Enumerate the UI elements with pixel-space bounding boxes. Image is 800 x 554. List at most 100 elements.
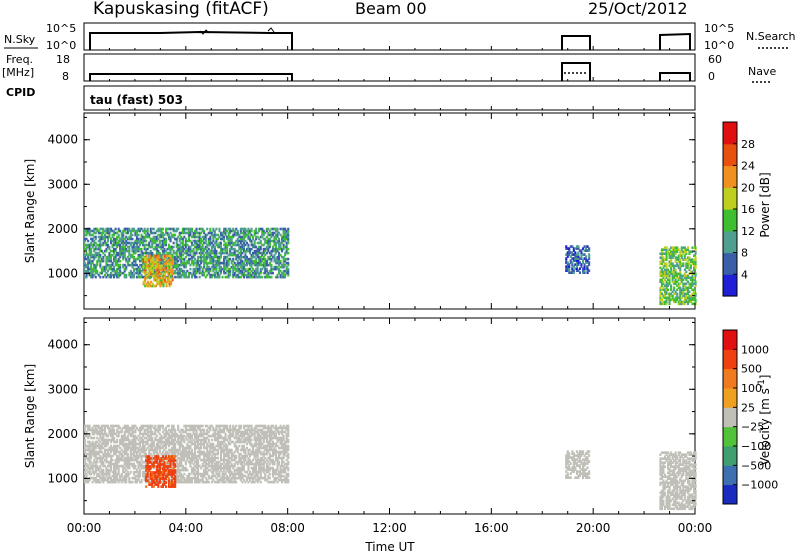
echo-cell — [239, 478, 242, 482]
echo-cell — [126, 424, 129, 428]
echo-cell — [140, 265, 143, 269]
echo-cell — [172, 227, 175, 231]
echo-cell — [236, 460, 239, 464]
velocity-echo-layer — [84, 424, 697, 511]
echo-cell — [134, 474, 137, 478]
echo-cell — [284, 275, 287, 279]
echo-cell — [685, 300, 688, 304]
echo-cell — [210, 466, 213, 470]
echo-cell — [206, 444, 209, 448]
echo-cell — [686, 260, 689, 263]
echo-cell — [113, 237, 116, 241]
echo-cell — [255, 229, 258, 233]
echo-cell — [285, 229, 288, 233]
echo-cell — [87, 436, 90, 440]
echo-cell — [212, 265, 215, 269]
echo-cell — [163, 254, 166, 258]
echo-cell — [262, 243, 265, 247]
echo-cell — [206, 265, 209, 269]
echo-cell — [139, 253, 142, 257]
echo-cell — [143, 440, 146, 444]
echo-cell — [88, 426, 91, 430]
echo-cell — [96, 440, 99, 444]
echo-cell — [190, 452, 193, 456]
echo-cell — [117, 265, 120, 269]
echo-cell — [99, 275, 102, 279]
echo-cell — [256, 271, 259, 275]
echo-cell — [143, 470, 146, 474]
echo-cell — [192, 424, 195, 428]
echo-cell — [236, 275, 239, 279]
echo-cell — [259, 235, 262, 239]
echo-cell — [232, 263, 235, 267]
nsky-panel — [83, 22, 696, 51]
echo-cell — [204, 424, 207, 428]
echo-cell — [135, 480, 138, 484]
echo-cell — [155, 452, 158, 456]
echo-cell — [91, 261, 94, 265]
echo-cell — [242, 468, 245, 472]
echo-cell — [151, 253, 154, 257]
echo-cell — [171, 262, 174, 266]
echo-cell — [209, 275, 212, 279]
echo-cell — [227, 269, 230, 273]
echo-cell — [148, 450, 151, 454]
echo-cell — [249, 275, 252, 279]
echo-cell — [158, 438, 161, 442]
echo-cell — [148, 474, 151, 478]
echo-cell — [245, 229, 248, 233]
echo-cell — [183, 480, 186, 484]
echo-cell — [693, 292, 696, 296]
echo-cell — [233, 478, 236, 482]
echo-cell — [175, 434, 178, 438]
echo-cell — [105, 454, 108, 458]
echo-cell — [660, 274, 663, 278]
echo-cell — [200, 271, 203, 275]
echo-cell — [212, 263, 215, 267]
echo-cell — [114, 464, 117, 468]
echo-cell — [158, 440, 161, 444]
echo-cell — [204, 460, 207, 464]
echo-cell — [90, 255, 93, 259]
echo-cell — [88, 247, 91, 251]
echo-cell — [588, 249, 591, 252]
echo-cell — [153, 274, 156, 278]
echo-cell — [259, 239, 262, 243]
echo-cell — [161, 440, 164, 444]
echo-cell — [285, 241, 288, 245]
echo-cell — [106, 470, 109, 474]
echo-cell — [168, 438, 171, 442]
echo-cell — [153, 260, 156, 264]
echo-cell — [174, 259, 177, 263]
echo-cell — [103, 269, 106, 273]
echo-cell — [660, 288, 663, 292]
echo-cell — [146, 231, 149, 235]
echo-cell — [147, 284, 150, 288]
echo-cell — [239, 456, 242, 460]
echo-cell — [242, 446, 245, 450]
echo-cell — [210, 273, 213, 277]
echo-cell — [285, 231, 288, 235]
echo-cell — [274, 227, 277, 231]
echo-cell — [660, 278, 663, 282]
echo-cell — [131, 275, 134, 279]
echo-cell — [577, 253, 580, 256]
echo-cell — [232, 424, 235, 428]
echo-cell — [145, 456, 148, 460]
echo-cell — [693, 268, 696, 272]
echo-cell — [132, 245, 135, 249]
echo-cell — [679, 302, 682, 306]
echo-cell — [221, 436, 224, 440]
echo-cell — [679, 264, 682, 268]
echo-cell — [93, 446, 96, 450]
echo-cell — [223, 430, 226, 434]
echo-cell — [679, 274, 682, 278]
echo-cell — [190, 273, 193, 277]
echo-cell — [575, 255, 578, 258]
echo-cell — [662, 296, 665, 300]
echo-cell — [171, 428, 174, 432]
echo-cell — [119, 476, 122, 480]
echo-cell — [88, 450, 91, 454]
echo-cell — [166, 450, 169, 454]
echo-cell — [151, 448, 154, 452]
